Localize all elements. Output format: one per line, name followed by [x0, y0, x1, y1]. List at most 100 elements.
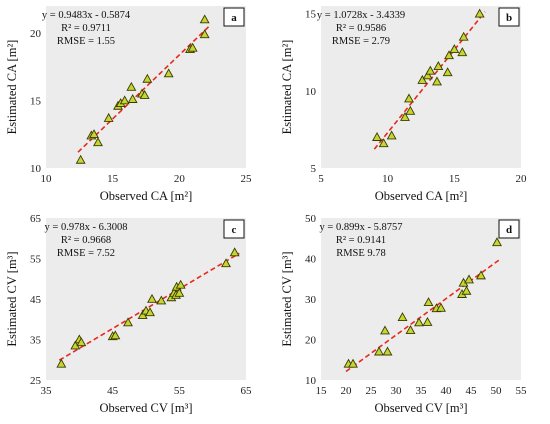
- data-point: [474, 8, 485, 18]
- data-point: [163, 68, 174, 78]
- y-tick-label: 35: [30, 335, 42, 347]
- data-point: [458, 31, 469, 41]
- data-point: [405, 105, 416, 115]
- data-point: [147, 293, 157, 303]
- y-axis-label: Estimated CA [m²]: [5, 40, 19, 135]
- data-point: [127, 94, 138, 103]
- data-point: [380, 325, 390, 335]
- y-tick-label: 65: [30, 213, 42, 225]
- panel-label-box: [498, 219, 520, 239]
- data-point: [374, 346, 384, 356]
- chart-panel-b: 5 10 15 20 5 10 15 Observed CA [m²] Estimated CA…: [275, 0, 550, 212]
- y-tick-label: 10: [30, 163, 42, 175]
- data-point: [422, 316, 433, 326]
- data-point: [119, 95, 130, 105]
- x-tick-label: 35: [416, 385, 428, 397]
- panel-label-box: [223, 7, 245, 27]
- data-point: [444, 50, 454, 60]
- data-point: [175, 279, 186, 289]
- y-axis-label: Estimated CA [m²]: [280, 40, 294, 135]
- data-point: [229, 247, 240, 257]
- data-point: [221, 258, 231, 268]
- x-tick-label: 35: [41, 385, 53, 397]
- data-point: [137, 310, 148, 320]
- data-point: [405, 325, 416, 334]
- data-point: [372, 132, 382, 141]
- r-squared-label: R² = 0.9668: [61, 235, 111, 246]
- x-tick-label: 45: [107, 385, 119, 397]
- data-point: [76, 337, 87, 347]
- data-point: [174, 287, 185, 297]
- data-point: [378, 138, 389, 148]
- data-point: [110, 330, 121, 340]
- scatter-chart-svg: 15 20 25 30 35 40 45 50 55 10 20 30 40 50 Observed CV …: [280, 213, 528, 415]
- regression-equation: y = 0.978x - 6.3008: [45, 222, 128, 233]
- scatter-chart-svg: 5 10 15 20 5 10 15 Observed CA [m²] Estimated CA…: [280, 6, 528, 203]
- data-point: [156, 295, 167, 305]
- x-tick-label: 40: [441, 385, 453, 397]
- x-axis-label: Observed CV [m³]: [374, 401, 467, 415]
- plot-area: [321, 218, 521, 380]
- y-tick-label: 55: [30, 254, 42, 266]
- y-tick-label: 5: [311, 163, 317, 175]
- plot-area: [46, 218, 246, 380]
- data-point: [400, 111, 410, 121]
- rmse-label: RMSE = 7.52: [57, 248, 115, 259]
- y-tick-label: 30: [305, 294, 317, 306]
- trend-line: [373, 11, 486, 150]
- y-axis-label: Estimated CV [m³]: [5, 251, 19, 346]
- chart-panel-d: 15 20 25 30 35 40 45 50 55 10 20 30 40 50 Observed CV …: [275, 212, 550, 424]
- panel-label-box: [498, 7, 520, 27]
- panel-label-box: [223, 219, 245, 239]
- y-axis-label: Estimated CV [m³]: [280, 251, 294, 346]
- panel-label: d: [506, 224, 512, 236]
- x-tick-label: 55: [174, 385, 186, 397]
- data-point: [432, 76, 442, 86]
- data-point: [417, 74, 428, 84]
- panel-label: c: [232, 224, 237, 236]
- data-point: [397, 312, 408, 322]
- rmse-label: RMSE = 1.55: [57, 36, 115, 47]
- y-tick-label: 10: [305, 375, 317, 387]
- data-point: [476, 270, 486, 280]
- data-point: [199, 14, 210, 24]
- plot-area: [321, 6, 521, 168]
- r-squared-label: R² = 0.9141: [336, 235, 386, 246]
- x-tick-label: 65: [241, 385, 253, 397]
- y-tick-label: 10: [305, 86, 317, 98]
- data-point: [464, 274, 474, 284]
- y-tick-label: 50: [305, 213, 317, 225]
- y-tick-label: 20: [305, 335, 317, 347]
- data-point: [433, 61, 444, 70]
- data-point: [348, 358, 358, 368]
- y-tick-label: 25: [30, 375, 42, 387]
- regression-equation: y = 0.9483x - 0.5874: [42, 10, 131, 21]
- x-tick-label: 15: [107, 173, 119, 185]
- data-point: [75, 154, 86, 164]
- data-point: [123, 317, 133, 327]
- data-point: [139, 89, 150, 99]
- x-tick-label: 50: [491, 385, 503, 397]
- data-point: [199, 29, 210, 39]
- x-tick-label: 20: [174, 173, 186, 185]
- regression-equation: y = 1.0728x - 3.4339: [317, 10, 405, 21]
- x-tick-label: 55: [516, 385, 528, 397]
- x-axis-label: Observed CV [m³]: [99, 401, 192, 415]
- data-point: [425, 65, 436, 75]
- x-axis-label: Observed CA [m²]: [375, 189, 468, 203]
- x-tick-label: 10: [41, 173, 53, 185]
- x-tick-label: 30: [391, 385, 403, 397]
- x-tick-label: 20: [341, 385, 353, 397]
- data-point: [382, 346, 393, 356]
- data-point: [142, 73, 153, 83]
- x-tick-label: 20: [516, 173, 528, 185]
- regression-equation: y = 0.899x - 5.8757: [320, 222, 403, 233]
- panel-label: b: [506, 12, 512, 24]
- data-point: [414, 317, 424, 327]
- data-point: [461, 285, 472, 295]
- trend-line: [77, 24, 211, 153]
- data-point: [492, 237, 502, 247]
- y-tick-label: 15: [305, 9, 317, 21]
- data-point: [386, 130, 397, 140]
